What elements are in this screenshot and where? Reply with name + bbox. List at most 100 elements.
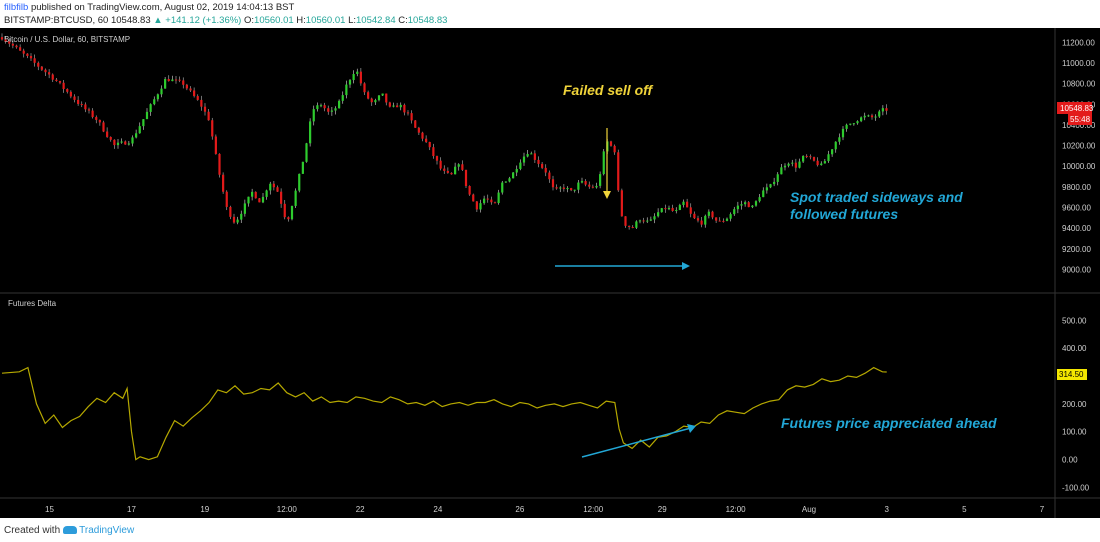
candle-body bbox=[628, 225, 631, 228]
candle-body bbox=[635, 221, 638, 228]
candle-body bbox=[120, 141, 123, 143]
candle-body bbox=[410, 113, 413, 121]
delta-tick-label: 0.00 bbox=[1062, 456, 1078, 465]
candle-body bbox=[773, 181, 776, 185]
candle-body bbox=[131, 137, 134, 144]
candle bbox=[135, 129, 138, 139]
candle bbox=[831, 149, 834, 157]
candle-body bbox=[834, 141, 837, 150]
candle-body bbox=[544, 167, 547, 173]
open-label: O: bbox=[244, 15, 255, 26]
candle bbox=[812, 156, 816, 162]
candle-body bbox=[305, 143, 308, 162]
candle bbox=[44, 68, 47, 77]
candle bbox=[214, 134, 217, 155]
candle-body bbox=[261, 196, 265, 203]
chart-canvas[interactable]: Bitcoin / U.S. Dollar, 60, BITSTAMP Futu… bbox=[0, 28, 1100, 518]
candle bbox=[870, 113, 874, 120]
candle-body bbox=[294, 190, 297, 206]
candle bbox=[570, 187, 573, 192]
last-price-text: 10548.83 bbox=[1060, 104, 1094, 113]
candle-body bbox=[838, 137, 841, 142]
candle bbox=[87, 107, 91, 114]
candle bbox=[62, 80, 65, 93]
candle-body bbox=[765, 187, 768, 191]
candle bbox=[486, 194, 489, 203]
candle-body bbox=[696, 218, 700, 221]
candle bbox=[84, 102, 87, 113]
candle bbox=[316, 102, 319, 112]
candlestick-series bbox=[0, 33, 888, 230]
candle bbox=[758, 193, 761, 203]
candle-body bbox=[251, 191, 254, 197]
candle bbox=[566, 186, 569, 193]
candle bbox=[881, 105, 884, 116]
candle-body bbox=[399, 104, 402, 108]
candle bbox=[22, 48, 25, 58]
candle bbox=[193, 87, 196, 98]
candle-body bbox=[236, 219, 239, 223]
candle-body bbox=[385, 93, 388, 103]
candle-body bbox=[87, 109, 91, 111]
candle bbox=[48, 69, 51, 79]
candle-body bbox=[58, 81, 62, 83]
candle bbox=[689, 203, 692, 218]
candle bbox=[747, 201, 750, 208]
candle-body bbox=[783, 165, 787, 168]
candle-body bbox=[512, 172, 515, 179]
candle bbox=[185, 83, 188, 91]
delta-last-label: 314.50 bbox=[1057, 369, 1087, 380]
candle-body bbox=[624, 216, 627, 226]
candle-body bbox=[693, 213, 696, 219]
candle bbox=[776, 172, 779, 186]
price-tick-label: 9000.00 bbox=[1062, 265, 1091, 274]
time-tick-label: 15 bbox=[45, 505, 54, 514]
candle-body bbox=[584, 181, 587, 185]
candle-body bbox=[258, 198, 261, 203]
candle bbox=[551, 175, 555, 191]
candle-body bbox=[334, 108, 337, 111]
candle-body bbox=[26, 53, 29, 56]
candle bbox=[338, 99, 341, 109]
candle-body bbox=[414, 120, 417, 128]
open-value: 10560.01 bbox=[254, 15, 294, 26]
candle-body bbox=[733, 209, 736, 215]
candle-body bbox=[515, 168, 518, 173]
candle-body bbox=[106, 131, 109, 137]
candle-body bbox=[435, 156, 439, 161]
candle bbox=[124, 140, 127, 145]
candle bbox=[602, 149, 605, 176]
candle-body bbox=[885, 108, 888, 111]
time-x-axis: 15 17 19 12:00 22 24 26 12:00 29 12:00 Aug 3 5 7 bbox=[45, 505, 1045, 514]
annotation-failed-selloff: Failed sell off bbox=[563, 82, 654, 98]
author-link[interactable]: filbfilb bbox=[4, 2, 29, 13]
candle bbox=[479, 199, 482, 213]
candle-body bbox=[537, 159, 540, 164]
candle bbox=[820, 161, 823, 166]
candle bbox=[704, 214, 707, 228]
candle-body bbox=[319, 105, 323, 107]
candle-body bbox=[243, 203, 246, 214]
candle-body bbox=[526, 154, 529, 157]
tradingview-link[interactable]: TradingView bbox=[79, 525, 135, 536]
candle bbox=[11, 40, 14, 49]
candle-body bbox=[222, 174, 225, 192]
candle-body bbox=[816, 160, 819, 166]
candle bbox=[544, 164, 547, 177]
candle bbox=[559, 186, 562, 193]
price-pane-title: Bitcoin / U.S. Dollar, 60, BITSTAMP bbox=[4, 35, 130, 44]
candle bbox=[740, 200, 743, 210]
candle-body bbox=[421, 132, 424, 139]
candle bbox=[609, 140, 613, 147]
candle bbox=[370, 97, 373, 106]
price-tick-label: 9800.00 bbox=[1062, 183, 1091, 192]
candle-body bbox=[287, 217, 290, 220]
candle-body bbox=[794, 162, 797, 168]
candle-body bbox=[138, 126, 141, 134]
countdown-text: 55:48 bbox=[1070, 115, 1091, 124]
candle-body bbox=[678, 205, 681, 211]
candle bbox=[675, 207, 678, 214]
candle-body bbox=[182, 80, 185, 85]
candle-body bbox=[312, 109, 315, 122]
candle bbox=[838, 133, 841, 145]
